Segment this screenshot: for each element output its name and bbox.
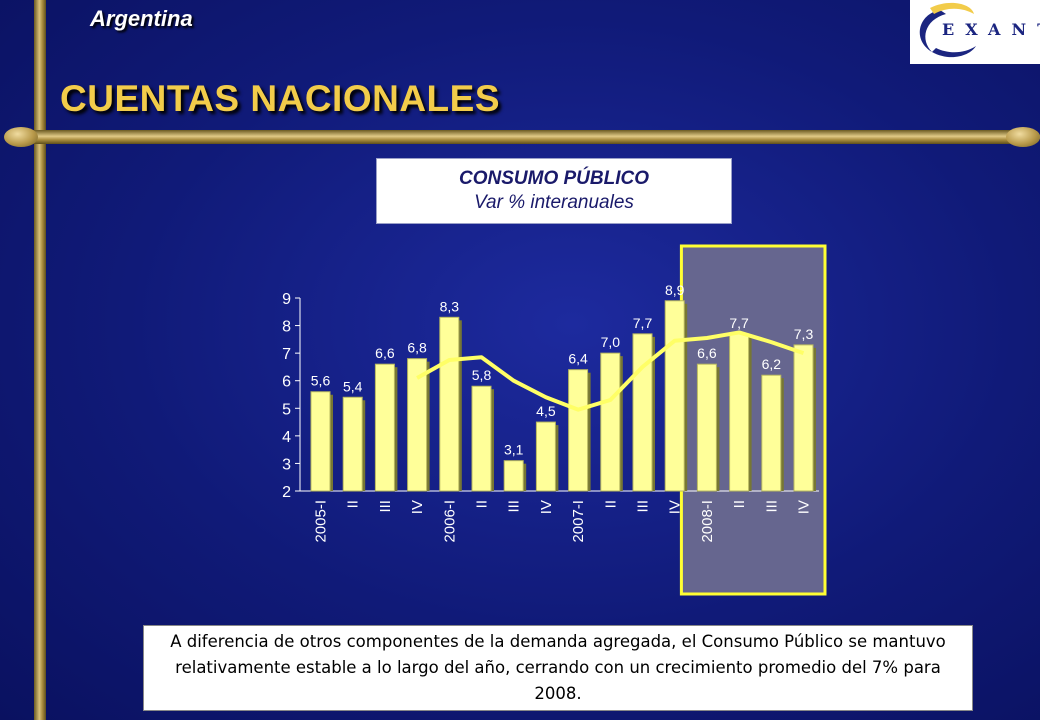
bar xyxy=(471,385,492,492)
x-category-label: 2007-I xyxy=(570,500,587,543)
bar-value-label: 7,7 xyxy=(729,315,749,331)
x-category-label: IV xyxy=(796,500,813,514)
bar-value-label: 8,3 xyxy=(440,298,460,314)
x-category-label: IV xyxy=(667,500,684,514)
bar xyxy=(761,374,782,492)
bar-value-label: 8,9 xyxy=(665,282,685,298)
logo-swoosh-icon xyxy=(919,2,976,58)
bar-value-label: 7,0 xyxy=(601,334,621,350)
x-category-label: III xyxy=(763,500,780,513)
bar xyxy=(374,363,395,492)
y-tick-label: 2 xyxy=(282,484,291,501)
bar-value-label: 6,6 xyxy=(375,345,395,361)
bar xyxy=(664,300,685,492)
bar-value-label: 3,1 xyxy=(504,442,524,458)
description-text: A diferencia de otros componentes de la … xyxy=(170,632,946,703)
bar xyxy=(407,358,428,492)
exante-logo: EXANTE xyxy=(910,0,1040,64)
left-gold-bar xyxy=(34,0,46,720)
description-box: A diferencia de otros componentes de la … xyxy=(143,625,973,711)
bar-value-label: 6,4 xyxy=(568,351,588,367)
header-gold-bar xyxy=(6,130,1040,144)
bar xyxy=(793,344,814,492)
bar-value-label: 6,6 xyxy=(697,345,717,361)
y-tick-label: 8 xyxy=(282,319,291,336)
bar-value-label: 4,5 xyxy=(536,403,556,419)
x-category-label: IV xyxy=(409,500,426,514)
chart-subtitle: Var % interanuales xyxy=(474,192,634,213)
x-category-label: IV xyxy=(538,500,555,514)
bar xyxy=(342,396,363,492)
x-category-label: II xyxy=(474,500,491,508)
page-title: CUENTAS NACIONALES xyxy=(60,78,500,119)
trend-line xyxy=(416,330,805,412)
y-tick-label: 5 xyxy=(282,401,291,418)
country-label: Argentina xyxy=(90,6,193,31)
bar-value-label: 7,7 xyxy=(633,315,653,331)
y-tick-label: 3 xyxy=(282,456,291,473)
header-bar-right-cap xyxy=(1006,127,1040,147)
x-category-label: II xyxy=(345,500,362,508)
bar xyxy=(310,391,331,492)
bar xyxy=(439,316,460,492)
bar-value-label: 6,8 xyxy=(407,340,427,356)
logo-text: EXANTE xyxy=(942,20,1040,39)
bar xyxy=(568,369,589,492)
x-category-label: III xyxy=(506,500,523,513)
y-tick-label: 4 xyxy=(282,429,291,446)
chart-title-box: CONSUMO PÚBLICO Var % interanuales xyxy=(376,158,732,224)
bar-value-label: 6,2 xyxy=(762,356,782,372)
x-category-label: II xyxy=(731,500,748,508)
bar xyxy=(729,333,750,492)
x-category-label: 2008-I xyxy=(699,500,716,543)
bar xyxy=(503,460,524,492)
bar xyxy=(600,352,621,492)
bar-value-label: 5,4 xyxy=(343,378,363,394)
bar-value-label: 5,6 xyxy=(311,373,331,389)
bar xyxy=(535,421,556,492)
y-tick-label: 7 xyxy=(282,346,291,363)
y-tick-label: 9 xyxy=(282,291,291,308)
x-category-label: II xyxy=(602,500,619,508)
x-category-label: 2006-I xyxy=(441,500,458,543)
bar xyxy=(696,363,717,492)
x-category-label: III xyxy=(635,500,652,513)
bar xyxy=(632,333,653,492)
bar-value-label: 5,8 xyxy=(472,367,492,383)
header-bar-left-cap xyxy=(4,127,38,147)
x-category-label: III xyxy=(377,500,394,513)
chart-title: CONSUMO PÚBLICO xyxy=(459,168,649,189)
x-category-label: 2005-I xyxy=(313,500,330,543)
bar-value-label: 7,3 xyxy=(794,326,814,342)
y-tick-label: 6 xyxy=(282,374,291,391)
